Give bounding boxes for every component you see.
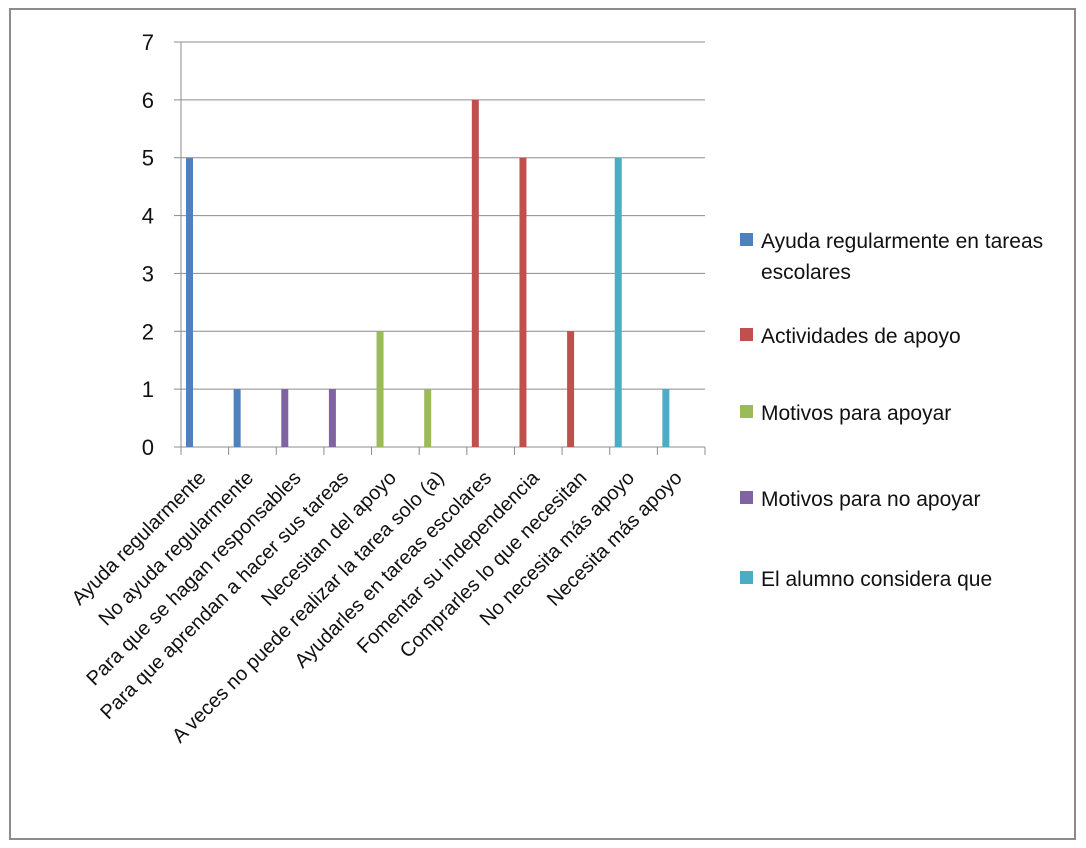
bar (281, 389, 289, 447)
legend-label: Actividades de apoyo (761, 325, 961, 348)
y-tick-label: 1 (142, 377, 154, 402)
legend-swatch (740, 233, 753, 246)
bar (233, 389, 241, 447)
legend-label: Motivos para apoyar (761, 402, 952, 425)
legend-swatch (740, 328, 753, 341)
bar (567, 331, 575, 447)
bar (614, 157, 622, 447)
bar (471, 99, 479, 447)
legend-item-ayuda-regularmente: Ayuda regularmente en tareas escolares (740, 226, 1081, 288)
y-tick-label: 6 (142, 88, 154, 113)
y-tick-label: 2 (142, 319, 154, 344)
legend-item-motivos-para-no-apoyar: Motivos para no apoyar (740, 484, 1081, 515)
legend-label: El alumno considera que (761, 568, 993, 591)
y-tick-label: 5 (142, 146, 154, 171)
bar (186, 157, 193, 447)
y-tick-label: 7 (142, 30, 154, 55)
bar (424, 389, 432, 447)
legend-label: Ayuda regularmente en tareas escolares (761, 230, 1044, 284)
y-tick-label: 0 (142, 435, 154, 460)
bar (662, 389, 670, 447)
legend-swatch (740, 491, 753, 504)
bar (519, 157, 527, 447)
y-tick-label: 3 (142, 261, 154, 286)
legend-label: Motivos para no apoyar (761, 488, 981, 511)
legend-item-el-alumno-considera-que: El alumno considera que (740, 564, 1081, 595)
bar (328, 389, 336, 447)
legend-swatch (740, 405, 753, 418)
legend-item-motivos-para-apoyar: Motivos para apoyar (740, 398, 1081, 429)
legend-swatch (740, 571, 753, 584)
y-tick-label: 4 (142, 204, 154, 229)
legend-item-actividades-de-apoyo: Actividades de apoyo (740, 321, 1081, 352)
bar (376, 331, 384, 447)
